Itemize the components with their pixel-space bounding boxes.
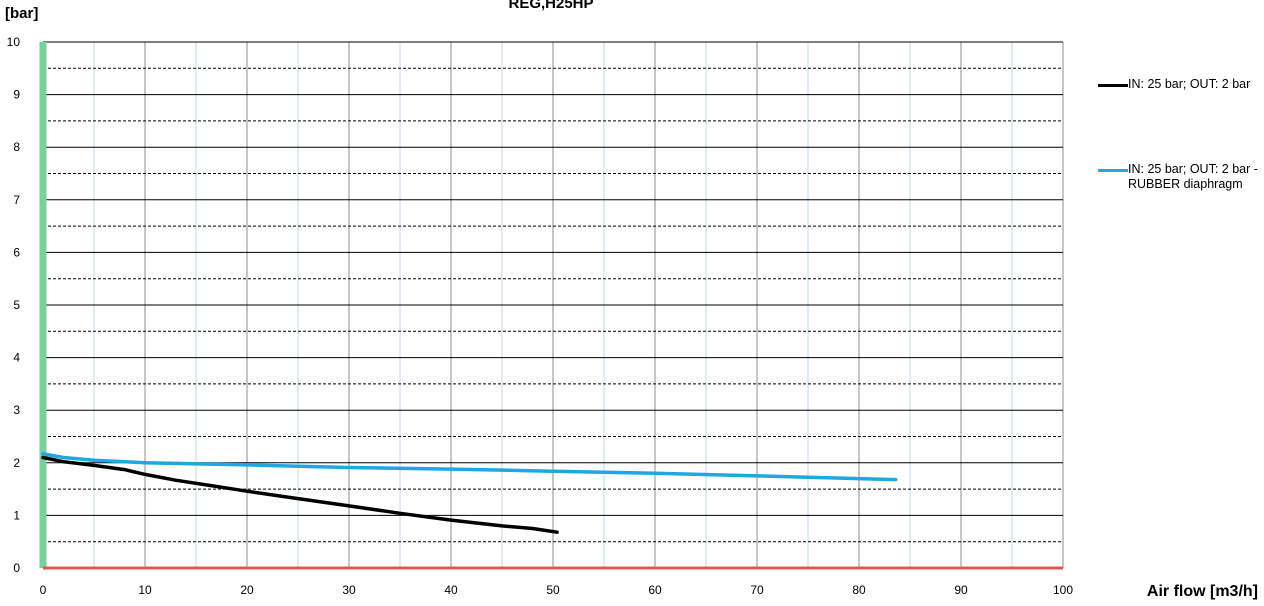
legend-swatch-blue	[1098, 169, 1128, 172]
y-tick-label: 3	[13, 403, 20, 417]
legend-swatch-black	[1098, 84, 1128, 87]
x-tick-label: 10	[138, 583, 152, 597]
x-tick-label: 20	[240, 583, 254, 597]
legend-label: IN: 25 bar; OUT: 2 bar - RUBBER diaphrag…	[1128, 162, 1258, 191]
y-tick-label: 2	[13, 456, 20, 470]
x-tick-label: 70	[750, 583, 764, 597]
y-tick-label: 9	[13, 88, 20, 102]
y-tick-label: 1	[13, 508, 20, 522]
series-lines	[41, 452, 898, 534]
x-tick-label: 90	[954, 583, 968, 597]
x-tick-label: 30	[342, 583, 356, 597]
x-tick-label: 50	[546, 583, 560, 597]
x-tick-label: 100	[1053, 583, 1073, 597]
grid	[39, 41, 1064, 570]
y-axis-label: [bar]	[5, 5, 38, 22]
x-tick-label: 80	[852, 583, 866, 597]
chart-title: REG,H25HP	[508, 0, 593, 12]
y-tick-label: 4	[13, 351, 20, 365]
legend-label: IN: 25 bar; OUT: 2 bar	[1128, 77, 1251, 91]
series-line-1	[41, 455, 559, 534]
x-tick-label: 40	[444, 583, 458, 597]
y-tick-label: 6	[13, 245, 20, 259]
x-axis-label: Air flow [m3/h]	[1147, 583, 1258, 600]
y-tick-label: 5	[13, 298, 20, 312]
y-tick-label: 8	[13, 140, 20, 154]
series-line-2	[41, 452, 898, 482]
y-tick-label: 10	[7, 35, 21, 49]
x-tick-label: 60	[648, 583, 662, 597]
x-tick-label: 0	[40, 583, 47, 597]
y-tick-label: 7	[13, 193, 20, 207]
axis-ticks: 0 10 20 30 40 50 60 70 80 90 100 0 1 2 3 4 5 6 7 8 9 10	[7, 35, 1074, 597]
y-tick-label: 0	[13, 561, 20, 575]
